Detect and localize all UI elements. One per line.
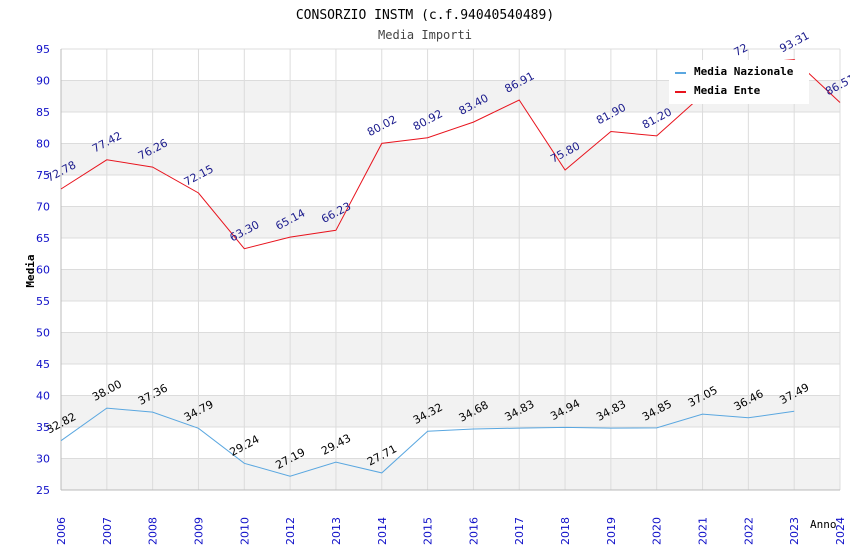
x-tick-label: 2024	[834, 517, 847, 545]
x-tick-label: 2018	[559, 517, 572, 545]
background-bands	[61, 80, 840, 490]
y-tick-label: 25	[36, 484, 50, 497]
y-tick-label: 40	[36, 390, 50, 403]
x-tick-label: 2006	[55, 517, 68, 545]
x-tick-label: 2023	[788, 517, 801, 545]
x-tick-label: 2009	[192, 517, 205, 545]
grid-band	[61, 206, 840, 238]
y-tick-label: 70	[36, 201, 50, 214]
chart-title: CONSORZIO INSTM (c.f.94040540489)	[296, 8, 554, 23]
legend-box	[669, 60, 809, 104]
y-tick-label: 55	[36, 295, 50, 308]
x-tick-label: 2010	[238, 517, 251, 545]
y-tick-label: 30	[36, 453, 50, 466]
x-tick-label: 2016	[467, 517, 480, 545]
x-tick-label: 2022	[742, 517, 755, 545]
x-tick-label: 2017	[513, 517, 526, 545]
x-axis-ticks: 2006 2007 2008 2009 2010 2012 2013 2014 2015 2016…	[55, 517, 847, 545]
y-tick-label: 85	[36, 106, 50, 119]
x-axis-label: Anno	[810, 518, 837, 531]
grid-band	[61, 458, 840, 490]
legend: Media Nazionale Media Ente	[669, 60, 809, 104]
y-axis-ticks: 25 30 35 40 45 50 55 60 65 70 75 80 85 90 95	[36, 43, 50, 497]
legend-label-ente: Media Ente	[694, 84, 761, 97]
grid-band	[61, 332, 840, 364]
y-tick-label: 90	[36, 75, 50, 88]
x-tick-label: 2012	[284, 517, 297, 545]
legend-label-nazionale: Media Nazionale	[694, 65, 794, 78]
grid-band	[61, 395, 840, 427]
x-tick-label: 2008	[147, 517, 160, 545]
y-tick-label: 80	[36, 138, 50, 151]
y-tick-label: 95	[36, 43, 50, 56]
y-tick-label: 75	[36, 169, 50, 182]
x-tick-label: 2014	[376, 517, 389, 545]
series-line-0	[60, 407, 795, 477]
grid-band	[61, 269, 840, 301]
y-tick-label: 60	[36, 264, 50, 277]
x-tick-label: 2007	[101, 517, 114, 545]
x-tick-label: 2015	[422, 517, 435, 545]
y-axis-label: Media	[24, 254, 37, 287]
x-tick-label: 2013	[330, 517, 343, 545]
chart-subtitle: Media Importi	[378, 28, 472, 42]
grid-lines	[60, 48, 841, 491]
data-label: 72	[732, 41, 750, 59]
x-tick-label: 2021	[697, 517, 710, 545]
x-tick-label: 2020	[651, 517, 664, 545]
y-tick-label: 65	[36, 232, 50, 245]
y-tick-label: 45	[36, 358, 50, 371]
x-tick-label: 2019	[605, 517, 618, 545]
y-tick-label: 50	[36, 327, 50, 340]
data-label: 86.51	[823, 72, 850, 98]
y-tick-label: 35	[36, 421, 50, 434]
grid-band	[61, 143, 840, 175]
